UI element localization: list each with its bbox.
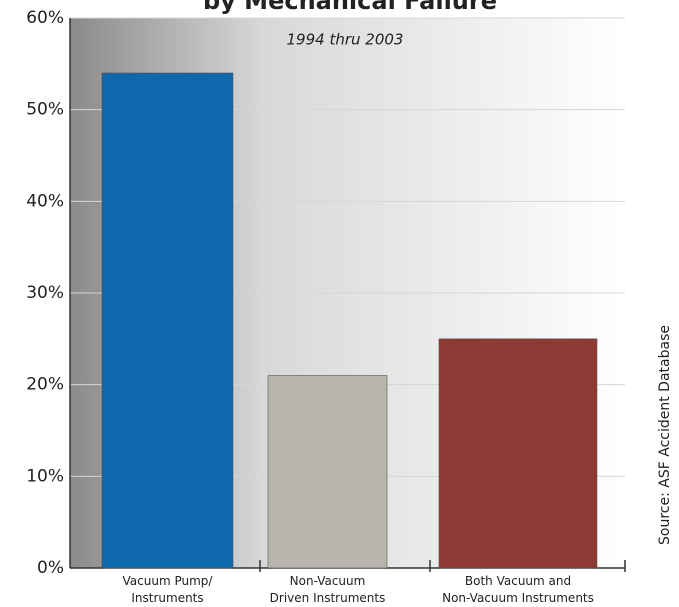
bar [438,338,598,569]
source-note: Source: ASF Accident Database [657,325,673,545]
x-tick-label: Vacuum Pump/ Instruments [122,574,213,605]
chart-subtitle: 1994 thru 2003 [287,31,404,49]
bar [101,72,234,569]
y-tick-label: 0% [37,558,64,578]
bar [267,375,388,569]
y-tick-label: 20% [26,375,64,395]
chart-title: by Mechanical Failure [203,0,497,15]
y-tick-label: 30% [26,283,64,303]
x-tick-label: Non-Vacuum Driven Instruments [269,574,386,605]
x-tick-label: Both Vacuum and Non-Vacuum Instruments [442,574,594,605]
y-tick-label: 60% [26,8,64,28]
y-tick-label: 10% [26,466,64,486]
y-tick-label: 40% [26,191,64,211]
y-tick-label: 50% [26,100,64,120]
